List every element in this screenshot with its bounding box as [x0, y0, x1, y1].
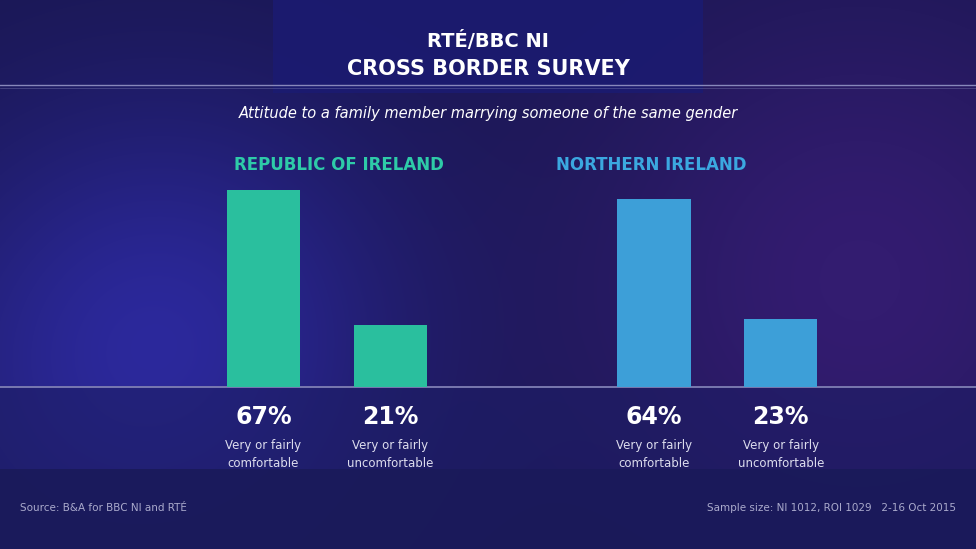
Text: 23%: 23%	[752, 405, 809, 429]
Text: Source: B&A for BBC NI and RTÉ: Source: B&A for BBC NI and RTÉ	[20, 503, 186, 513]
Text: Attitude to a family member marrying someone of the same gender: Attitude to a family member marrying som…	[238, 106, 738, 121]
Text: NORTHERN IRELAND: NORTHERN IRELAND	[556, 156, 747, 173]
Bar	[273, 0, 703, 93]
Text: Very or fairly
uncomfortable: Very or fairly uncomfortable	[347, 439, 433, 470]
Bar	[0, 469, 976, 549]
Bar	[745, 320, 818, 387]
Text: CROSS BORDER SURVEY: CROSS BORDER SURVEY	[346, 59, 630, 79]
Text: RTÉ/BBC NI: RTÉ/BBC NI	[427, 31, 549, 51]
Text: Very or fairly
comfortable: Very or fairly comfortable	[616, 439, 692, 470]
Bar	[0, 386, 976, 469]
Text: 21%: 21%	[362, 405, 419, 429]
Text: Very or fairly
comfortable: Very or fairly comfortable	[225, 439, 302, 470]
Bar	[227, 190, 301, 387]
Bar	[354, 325, 427, 387]
Bar	[618, 199, 691, 387]
Text: 67%: 67%	[235, 405, 292, 429]
Text: Sample size: NI 1012, ROI 1029   2-16 Oct 2015: Sample size: NI 1012, ROI 1029 2-16 Oct …	[708, 503, 956, 513]
Text: REPUBLIC OF IRELAND: REPUBLIC OF IRELAND	[234, 156, 444, 173]
Text: 64%: 64%	[626, 405, 682, 429]
Text: Very or fairly
uncomfortable: Very or fairly uncomfortable	[738, 439, 824, 470]
